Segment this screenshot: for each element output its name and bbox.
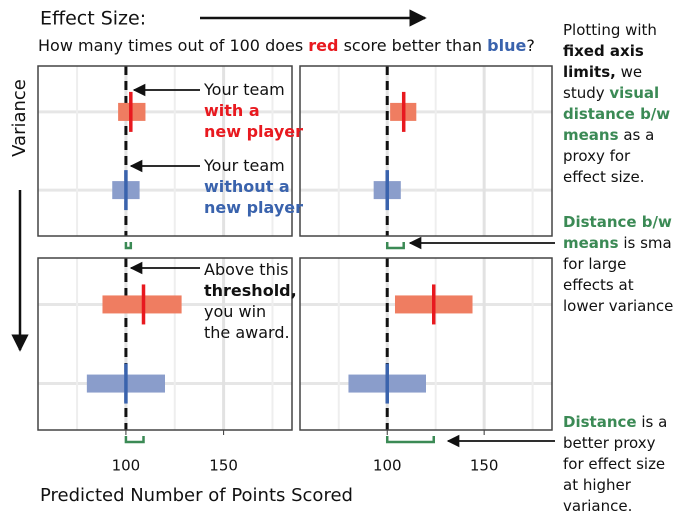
x-tick-label: 100	[112, 457, 141, 475]
text-segment: distance b/w	[563, 105, 670, 123]
text-segment: Distance	[563, 413, 637, 431]
text-segment: means	[563, 234, 619, 252]
text-segment: Distance b/w	[563, 213, 672, 231]
distance-bracket	[124, 436, 145, 444]
note-line: new player	[204, 122, 303, 141]
note-line: with a	[204, 101, 260, 120]
text-segment: Your team	[203, 156, 285, 175]
note-line: threshold,	[204, 281, 297, 300]
text-segment: Your team	[203, 80, 285, 99]
panel: 100 150	[37, 257, 293, 475]
distance-bracket	[124, 242, 133, 250]
text-segment: study	[563, 84, 609, 102]
text-segment: red	[308, 36, 338, 55]
note-line: Distance b/w	[563, 213, 672, 231]
text-segment: effects at	[563, 276, 634, 294]
text-segment: How many times out of 100 does	[38, 36, 308, 55]
text-segment: variance.	[563, 497, 632, 515]
text-segment: better proxy	[563, 434, 656, 452]
text-segment: score better than	[338, 36, 487, 55]
text-segment: new player	[204, 122, 303, 141]
panel: 100 150	[299, 257, 553, 475]
note-line: for large	[563, 255, 626, 273]
text-segment: without a	[204, 177, 290, 196]
note-line: effects at	[563, 276, 634, 294]
note-line: better proxy	[563, 434, 656, 452]
x-tick-label: 150	[209, 457, 238, 475]
text-segment: is a	[637, 413, 668, 431]
panel	[299, 65, 553, 250]
note-line: effect size.	[563, 168, 645, 186]
notes: Your team with a new player Your team withou…	[203, 21, 673, 515]
text-segment: threshold,	[204, 281, 297, 300]
x-label: Predicted Number of Points Scored	[40, 485, 353, 506]
text-segment: means	[563, 126, 619, 144]
note-line: variance.	[563, 497, 632, 515]
note-line: distance b/w	[563, 105, 670, 123]
note-line: the award.	[204, 323, 290, 342]
text-segment: is small	[619, 234, 673, 252]
note-line: Distance is a	[563, 413, 667, 431]
panel-frame	[37, 257, 293, 431]
text-segment: fixed axis	[563, 42, 644, 60]
note-line: Your team	[203, 80, 285, 99]
text-segment: for large	[563, 255, 626, 273]
note-line: proxy for	[563, 147, 631, 165]
text-segment: limits,	[563, 63, 616, 81]
note-line: without a	[204, 177, 290, 196]
text-segment: for effect size	[563, 455, 665, 473]
panels: 100 150 100 150	[37, 65, 553, 475]
note-line: lower variance.	[563, 297, 673, 315]
panel-frame	[37, 65, 293, 237]
question: How many times out of 100 does red score…	[38, 36, 535, 55]
x-tick-label: 150	[470, 457, 499, 475]
text-segment: as a	[619, 126, 655, 144]
note-line: study visual	[563, 84, 659, 102]
text-segment: visual	[609, 84, 659, 102]
note-line: Plotting with	[563, 21, 657, 39]
note-line: means is small	[563, 234, 673, 252]
distance-bracket	[385, 242, 405, 250]
y-label: Variance	[9, 79, 30, 157]
text-segment: proxy for	[563, 147, 631, 165]
text-segment: effect size.	[563, 168, 645, 186]
note-line: fixed axis	[563, 42, 644, 60]
panel-frame	[299, 65, 553, 237]
text-segment: ?	[526, 36, 535, 55]
text-segment: at higher	[563, 476, 632, 494]
x-tick-label: 100	[373, 457, 402, 475]
text-segment: new player	[204, 198, 303, 217]
note-line: you win	[204, 302, 266, 321]
text-segment: Plotting with	[563, 21, 657, 39]
text-segment: we	[616, 63, 642, 81]
note-line: means as a	[563, 126, 654, 144]
note-line: limits, we	[563, 63, 642, 81]
note-line: for effect size	[563, 455, 665, 473]
text-segment: blue	[487, 36, 526, 55]
note-line: Your team	[203, 156, 285, 175]
text-segment: Above this	[204, 260, 288, 279]
text-segment: you win	[204, 302, 266, 321]
text-segment: with a	[204, 101, 260, 120]
note-line: new player	[204, 198, 303, 217]
note-line: Above this	[204, 260, 288, 279]
text-segment: lower variance.	[563, 297, 673, 315]
panel-frame	[299, 257, 553, 431]
title: Effect Size:	[40, 8, 146, 30]
note-line: at higher	[563, 476, 632, 494]
distance-bracket	[385, 436, 436, 444]
panel	[37, 65, 293, 250]
text-segment: the award.	[204, 323, 290, 342]
